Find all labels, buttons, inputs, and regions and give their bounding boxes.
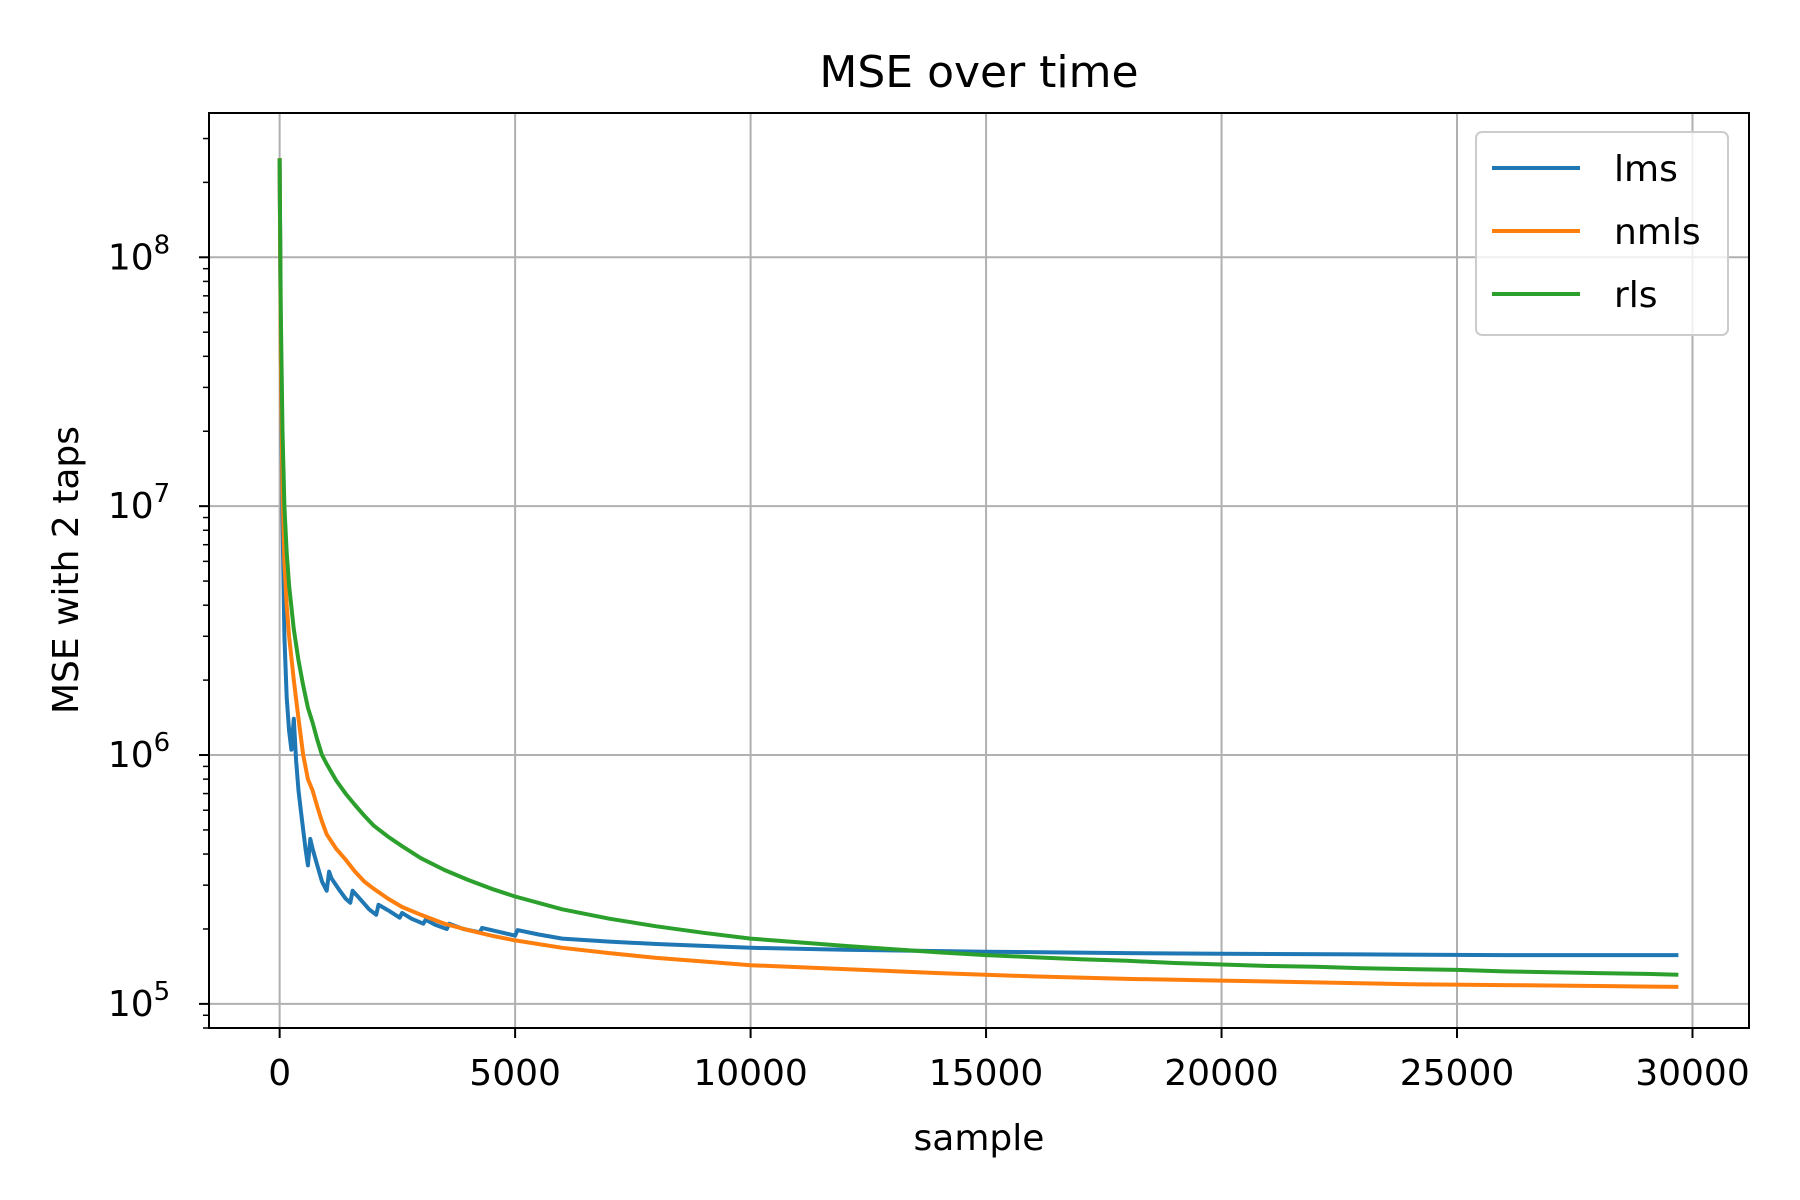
x-tick-label: 30000 (1635, 1053, 1750, 1094)
legend: lms nmls rls (1475, 131, 1729, 336)
legend-label-lms: lms (1614, 149, 1678, 190)
legend-label-rls: rls (1614, 275, 1658, 316)
x-tick-label: 20000 (1164, 1053, 1279, 1094)
y-tick-label: 107 (108, 479, 170, 527)
series-line-rls (277, 158, 1679, 977)
x-tick-label: 10000 (693, 1053, 808, 1094)
y-axis-label: MSE with 2 taps (46, 426, 87, 714)
x-tick-label: 5000 (469, 1053, 561, 1094)
x-tick-label: 15000 (929, 1053, 1044, 1094)
y-tick-label: 108 (108, 230, 170, 278)
series-line-nmls (277, 158, 1679, 989)
x-axis-ticks: 0 5000 10000 15000 20000 25000 30000 (268, 1028, 1750, 1094)
legend-box (1475, 131, 1729, 336)
x-tick-label: 0 (268, 1053, 291, 1094)
chart-title: MSE over time (819, 47, 1138, 98)
series-line-lms (277, 158, 1679, 958)
x-axis-label: sample (914, 1118, 1045, 1159)
y-axis-ticks: 105 106 107 108 (108, 137, 209, 1029)
y-tick-label: 106 (108, 728, 170, 776)
plot-frame (208, 112, 1750, 1029)
x-tick-label: 25000 (1400, 1053, 1515, 1094)
legend-label-nmls: nmls (1614, 212, 1701, 253)
y-tick-label: 105 (108, 977, 170, 1025)
series-lines (277, 158, 1679, 989)
